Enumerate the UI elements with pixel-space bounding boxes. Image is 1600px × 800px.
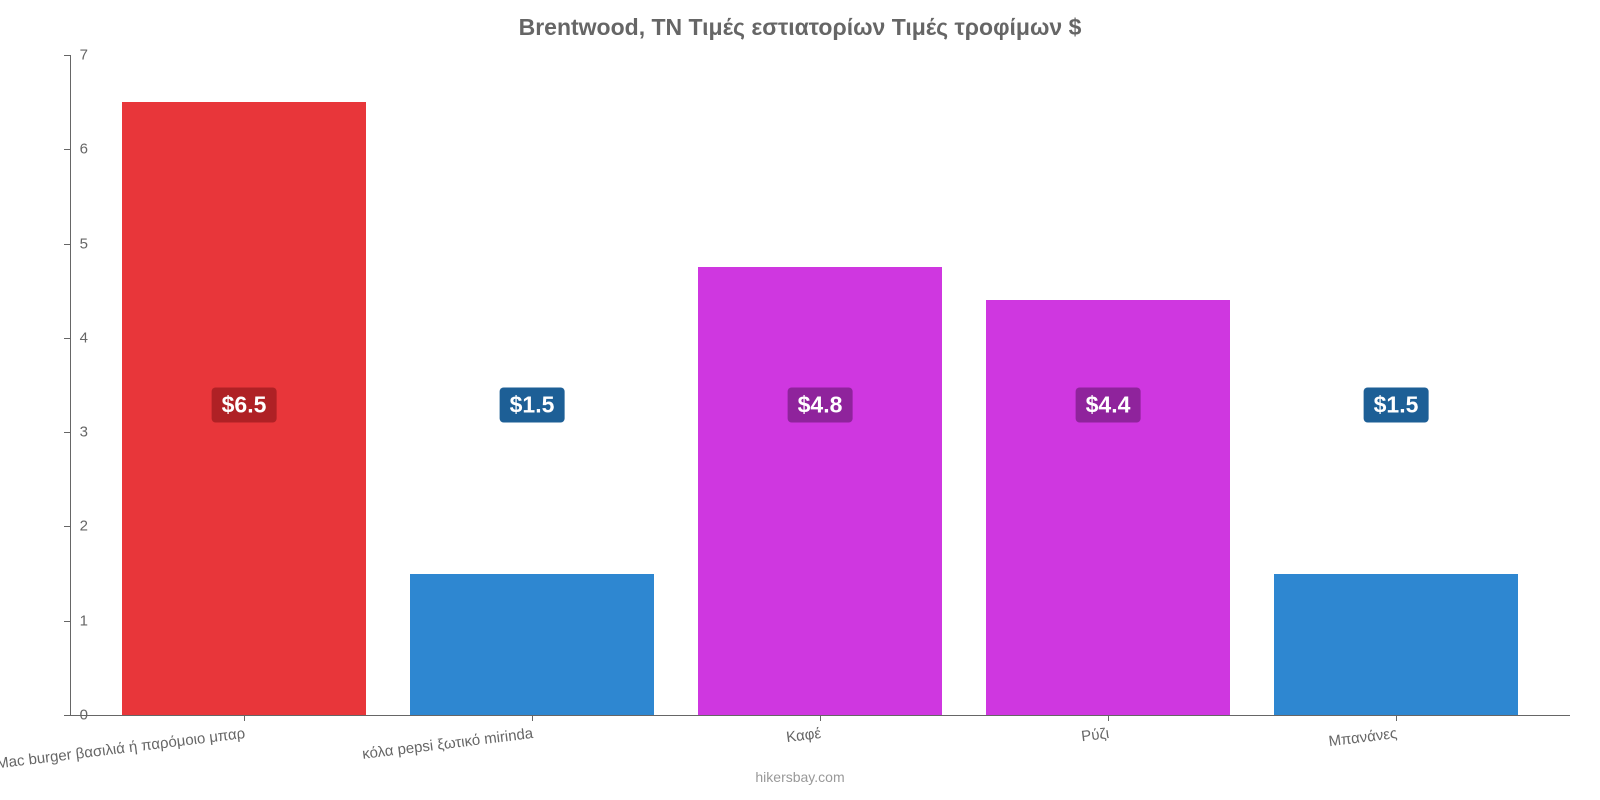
y-tick-label: 0 <box>38 707 88 724</box>
bar-value-label: $4.8 <box>788 387 853 422</box>
x-tick-mark <box>1108 715 1109 721</box>
bar <box>1274 574 1519 715</box>
plot-area: $6.5Mac burger βασιλιά ή παρόμοιο μπαρ$1… <box>70 55 1570 715</box>
price-bar-chart: Brentwood, TN Τιμές εστιατορίων Τιμές τρ… <box>0 0 1600 800</box>
bar <box>986 300 1231 715</box>
bar <box>698 267 943 715</box>
x-tick-mark <box>244 715 245 721</box>
y-tick-label: 7 <box>38 47 88 64</box>
y-tick-label: 3 <box>38 424 88 441</box>
y-tick-label: 6 <box>38 141 88 158</box>
bar-value-label: $1.5 <box>500 387 565 422</box>
y-tick-label: 5 <box>38 235 88 252</box>
y-tick-label: 2 <box>38 518 88 535</box>
chart-title: Brentwood, TN Τιμές εστιατορίων Τιμές τρ… <box>0 14 1600 41</box>
x-tick-mark <box>532 715 533 721</box>
bar-value-label: $4.4 <box>1076 387 1141 422</box>
bar-value-label: $1.5 <box>1364 387 1429 422</box>
attribution-text: hikersbay.com <box>0 769 1600 785</box>
x-tick-mark <box>820 715 821 721</box>
bar <box>410 574 655 715</box>
bar-value-label: $6.5 <box>212 387 277 422</box>
y-tick-label: 1 <box>38 612 88 629</box>
y-tick-label: 4 <box>38 329 88 346</box>
x-tick-mark <box>1396 715 1397 721</box>
